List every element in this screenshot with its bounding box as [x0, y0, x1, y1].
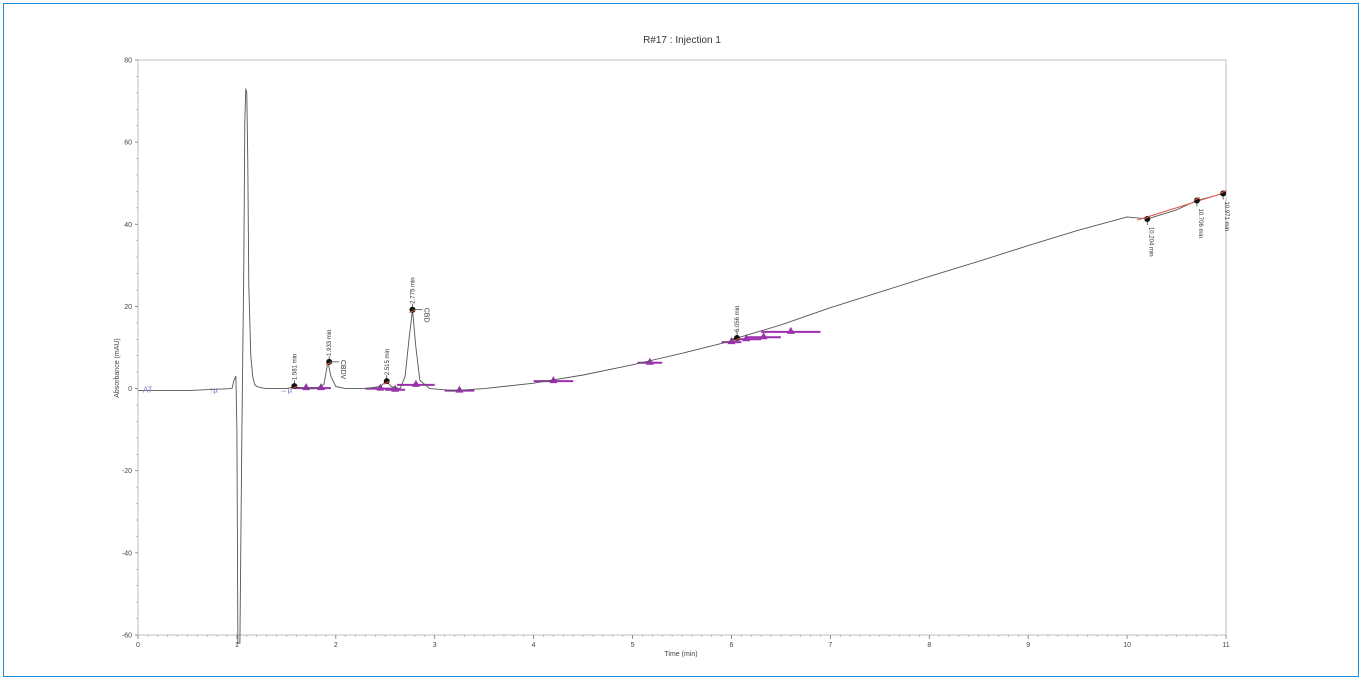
x-tick-label: 0	[136, 642, 140, 649]
peak-annotations-group: AT ↑µ →µ1.581 min 1.933 min CBDV 2.515 min 2.7…	[143, 190, 1229, 395]
x-tick-label: 6	[730, 642, 734, 649]
peak-boundary-mark	[383, 380, 390, 385]
y-tick-label: 0	[128, 386, 132, 393]
peak-apex-dot	[1220, 190, 1227, 197]
axes-group: -60 -40 -20 0 20 40 60 80 0 1 2 3 4 5 6 7 8 9 10 11	[122, 58, 1230, 650]
signal-trace	[138, 88, 1227, 644]
x-tick-label: 5	[631, 642, 635, 649]
y-tick-label: 20	[124, 304, 132, 311]
integration-marker-triangle	[302, 383, 311, 391]
peak-time-label: 1.933 min	[327, 330, 333, 356]
compound-label: CBD	[422, 308, 429, 323]
y-tick-label: -40	[122, 550, 132, 557]
x-tick-label: 10	[1123, 642, 1131, 649]
y-tick-label: -20	[122, 468, 132, 475]
integration-marker-triangle	[376, 383, 385, 391]
baseline-segment	[1136, 191, 1227, 221]
x-tick-label: 8	[927, 642, 931, 649]
x-tick-label: 9	[1026, 642, 1030, 649]
peak-time-label: 1.581 min	[292, 354, 298, 380]
x-tick-label: 4	[532, 642, 536, 649]
integration-marker-triangle	[759, 332, 768, 340]
peak-time-label: 2.775 min	[410, 277, 416, 303]
peak-boundary-mark	[1219, 190, 1227, 194]
peak-boundary-mark	[1144, 215, 1151, 220]
integration-event-label: ↑µ	[209, 386, 218, 395]
peak-apex-dot	[1144, 215, 1151, 222]
y-axis-title: Absorbance (mAU)	[114, 338, 121, 398]
peak-boundary-mark	[409, 309, 416, 314]
x-tick-label: 3	[433, 642, 437, 649]
peak-apex-dot	[383, 378, 390, 385]
peak-time-label: 10.706 min	[1197, 208, 1203, 238]
peak-apex-dot	[1193, 197, 1200, 204]
integration-marker-triangle	[411, 379, 420, 387]
peak-time-label: 10.204 min	[1147, 227, 1153, 257]
integration-marker-triangle	[786, 326, 795, 334]
y-tick-label: 40	[124, 222, 132, 229]
chart-title: R#17 : Injection 1	[643, 35, 721, 46]
y-tick-label: -60	[122, 633, 132, 640]
chart-frame	[3, 3, 1359, 677]
compound-label: CBDV	[339, 360, 346, 380]
x-tick-label: 11	[1222, 642, 1229, 649]
y-tick-label: 80	[124, 58, 132, 65]
integration-event-label: →µ	[279, 386, 292, 395]
peak-time-label: 2.515 min	[385, 349, 391, 375]
y-tick-label: 60	[124, 140, 132, 147]
peak-apex-dot	[291, 383, 298, 390]
x-tick-label: 1	[235, 642, 239, 649]
series-group	[138, 88, 1227, 644]
integration-marker-triangle	[391, 384, 400, 392]
x-axis-title: Time (min)	[664, 651, 697, 658]
peak-time-label: 10.971 min	[1223, 201, 1229, 231]
integration-marker-triangle	[455, 385, 464, 393]
integration-event-label: AT	[143, 386, 153, 395]
peak-boundary-mark	[325, 361, 333, 366]
peak-boundary-mark	[733, 337, 741, 342]
x-tick-label: 2	[334, 642, 338, 649]
plot-area-border	[137, 59, 1227, 636]
peak-time-label: 6.056 min	[735, 306, 741, 332]
peak-apex-dot	[733, 335, 740, 342]
x-tick-label: 7	[828, 642, 832, 649]
peak-boundary-mark	[1193, 197, 1201, 201]
peak-boundary-mark	[291, 385, 298, 390]
integration-marker-triangle	[316, 383, 325, 391]
